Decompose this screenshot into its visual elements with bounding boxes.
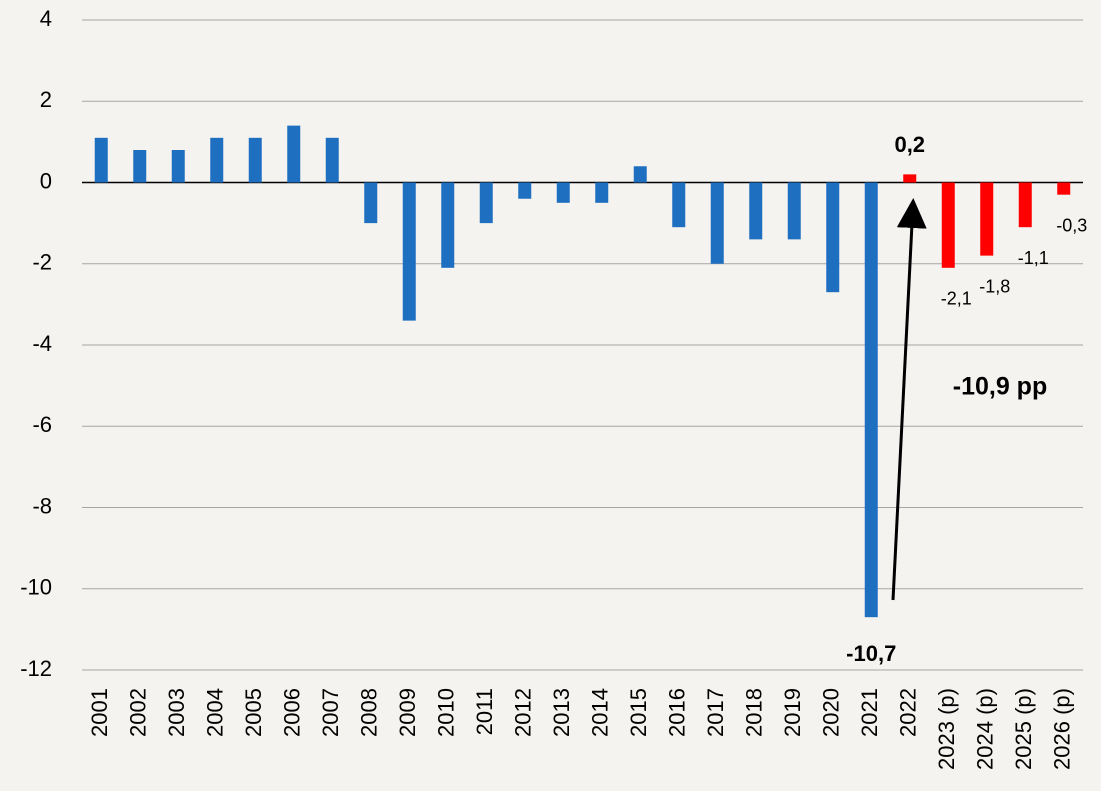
bar	[325, 137, 339, 183]
x-tick-label: 2008	[357, 688, 382, 737]
value-label: -1,8	[979, 276, 1010, 296]
y-tick-label: -4	[32, 331, 52, 356]
y-tick-label: 2	[40, 87, 52, 112]
bar	[402, 182, 416, 321]
x-tick-label: 2022	[896, 688, 921, 737]
bar	[556, 182, 570, 203]
x-tick-label: 2015	[626, 688, 651, 737]
y-tick-label: -8	[32, 493, 52, 518]
bar	[787, 182, 801, 240]
bar	[672, 182, 686, 228]
x-tick-label: 2007	[318, 688, 343, 737]
bar	[1018, 182, 1032, 228]
y-tick-label: 4	[40, 6, 52, 31]
y-tick-label: 0	[40, 168, 52, 193]
y-tick-label: -12	[20, 656, 52, 681]
x-tick-label: 2019	[780, 688, 805, 737]
bar	[479, 182, 493, 224]
bar	[903, 174, 917, 183]
arrow	[891, 198, 927, 601]
bar	[248, 137, 262, 183]
x-tick-label: 2025 (p)	[1011, 688, 1036, 770]
bar	[633, 166, 647, 183]
x-tick-label: 2023 (p)	[934, 688, 959, 770]
bar	[980, 182, 994, 256]
x-tick-label: 2021	[857, 688, 882, 737]
value-label: -2,1	[941, 289, 972, 309]
x-tick-label: 2012	[511, 688, 536, 737]
x-tick-label: 2026 (p)	[1050, 688, 1075, 770]
x-tick-label: 2018	[742, 688, 767, 737]
y-tick-label: -2	[32, 250, 52, 275]
y-tick-label: -6	[32, 412, 52, 437]
x-tick-label: 2017	[703, 688, 728, 737]
bar	[94, 137, 108, 183]
bar	[595, 182, 609, 203]
bar	[210, 137, 224, 183]
bar	[287, 125, 301, 183]
x-tick-label: 2005	[241, 688, 266, 737]
x-tick-label: 2006	[280, 688, 305, 737]
x-tick-label: 2003	[164, 688, 189, 737]
bar	[1057, 182, 1071, 195]
x-tick-label: 2020	[819, 688, 844, 737]
annotation: -10,9 pp	[953, 373, 1047, 401]
x-tick-label: 2014	[588, 688, 613, 737]
bar	[864, 182, 878, 618]
x-tick-label: 2009	[395, 688, 420, 737]
bar	[749, 182, 763, 240]
x-tick-label: 2016	[665, 688, 690, 737]
y-tick-label: -10	[20, 575, 52, 600]
value-label: -10,7	[846, 641, 896, 666]
bar	[826, 182, 840, 293]
value-label: -0,3	[1056, 215, 1087, 235]
x-tick-label: 2010	[434, 688, 459, 737]
x-tick-label: 2001	[87, 688, 112, 737]
x-tick-label: 2002	[126, 688, 151, 737]
x-tick-label: 2011	[472, 688, 497, 735]
bar	[171, 150, 185, 183]
bar	[710, 182, 724, 264]
value-label: -1,1	[1018, 248, 1049, 268]
bar	[441, 182, 455, 268]
bar	[364, 182, 378, 224]
x-tick-label: 2013	[549, 688, 574, 737]
value-label: 0,2	[894, 132, 925, 157]
x-tick-label: 2004	[203, 688, 228, 737]
x-tick-label: 2024 (p)	[973, 688, 998, 770]
bar	[133, 150, 147, 183]
bar	[941, 182, 955, 268]
bar	[518, 182, 532, 199]
